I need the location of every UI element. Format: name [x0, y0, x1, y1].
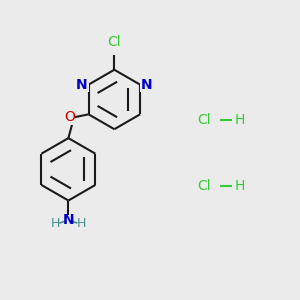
Text: N: N — [141, 78, 152, 92]
Text: Cl: Cl — [198, 113, 211, 127]
Text: H: H — [235, 179, 245, 193]
Text: O: O — [64, 110, 75, 124]
Text: H: H — [77, 217, 86, 230]
Text: Cl: Cl — [198, 179, 211, 193]
Text: H: H — [235, 113, 245, 127]
Text: H: H — [50, 217, 60, 230]
Text: N: N — [63, 213, 74, 227]
Text: N: N — [76, 78, 88, 92]
Text: Cl: Cl — [107, 35, 121, 49]
